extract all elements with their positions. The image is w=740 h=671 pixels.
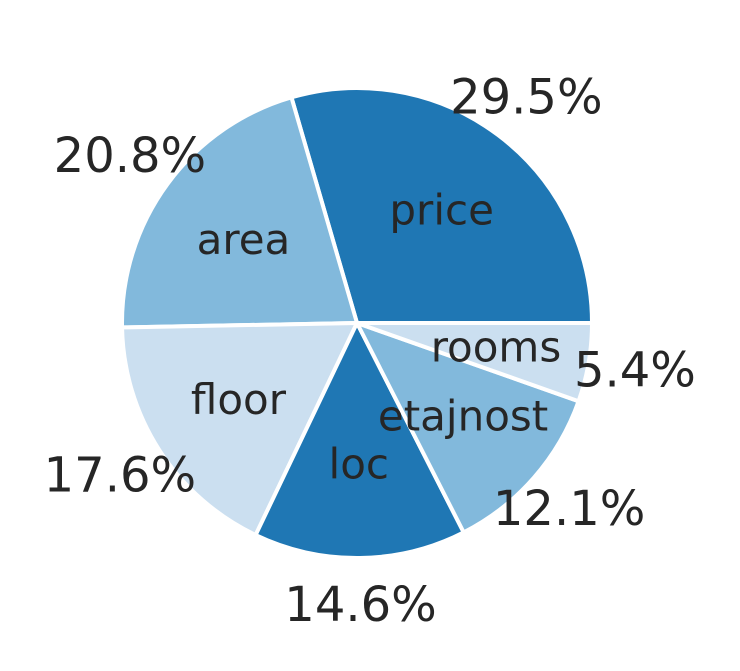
slice-name-etajnost: etajnost <box>378 391 548 440</box>
pct-label-loc: 14.6% <box>284 577 436 633</box>
slice-name-area: area <box>197 215 291 264</box>
pct-label-rooms: 5.4% <box>574 343 696 399</box>
pie-slices <box>120 86 594 560</box>
pie-slice-loc <box>253 321 466 560</box>
pie-slice-price <box>289 86 594 325</box>
pie-slice-rooms <box>355 321 594 404</box>
pie-labels: 29.5% price 20.8% area 17.6% floor 14.6% loc 12.… <box>44 69 696 632</box>
pie-slice-floor <box>120 321 359 538</box>
pct-label-floor: 17.6% <box>44 448 196 504</box>
slice-name-price: price <box>389 186 494 235</box>
pie-slice-area <box>120 95 359 330</box>
pct-label-etajnost: 12.1% <box>493 481 645 537</box>
slice-name-floor: floor <box>191 375 287 424</box>
pie-slice-etajnost <box>355 321 581 535</box>
slice-name-rooms: rooms <box>431 322 562 371</box>
pct-label-price: 29.5% <box>450 69 602 125</box>
slice-name-loc: loc <box>329 439 389 488</box>
pct-label-area: 20.8% <box>54 128 206 184</box>
